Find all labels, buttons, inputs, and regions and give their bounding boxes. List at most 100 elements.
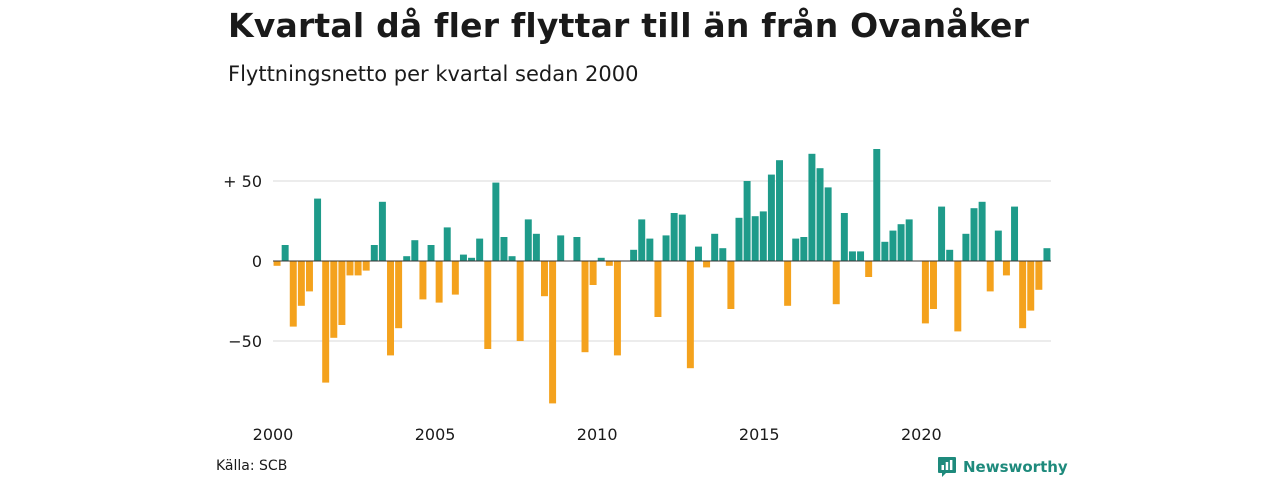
bar	[921, 261, 929, 324]
bar	[1043, 248, 1051, 261]
bar	[1035, 261, 1043, 290]
brand-logo[interactable]: Newsworthy	[937, 456, 1068, 478]
x-tick-label: 2000	[253, 425, 294, 444]
bar	[468, 257, 476, 261]
bar	[354, 261, 362, 276]
bar	[986, 261, 994, 292]
bar	[435, 261, 443, 303]
bar	[630, 249, 638, 261]
bar	[946, 249, 954, 261]
newsworthy-icon	[938, 457, 956, 477]
bar	[800, 237, 808, 261]
bar	[362, 261, 370, 271]
bar	[395, 261, 403, 329]
bar	[694, 246, 702, 261]
bar	[573, 237, 581, 261]
x-tick-label: 2015	[739, 425, 780, 444]
y-tick-label: + 50	[223, 172, 262, 191]
chart-title: Kvartal då fler flyttar till än från Ova…	[228, 6, 1030, 45]
bar	[938, 206, 946, 261]
bar	[403, 256, 411, 261]
x-tick-label: 2010	[577, 425, 618, 444]
bar	[459, 254, 467, 261]
bar	[581, 261, 589, 353]
bar	[476, 238, 484, 261]
bar	[905, 219, 913, 261]
bar	[273, 261, 281, 266]
bar	[719, 248, 727, 261]
bar	[1011, 206, 1019, 261]
bar	[605, 261, 613, 266]
bar	[484, 261, 492, 349]
bar	[1002, 261, 1010, 276]
bar	[500, 237, 508, 261]
bar	[516, 261, 524, 341]
bar	[427, 245, 435, 261]
bar	[743, 181, 751, 261]
bar	[297, 261, 305, 306]
brand-name: Newsworthy	[963, 458, 1068, 476]
bar	[597, 257, 605, 261]
bar	[541, 261, 548, 297]
bar	[881, 241, 889, 261]
bar	[816, 168, 824, 261]
bar	[784, 261, 792, 306]
bar	[767, 174, 775, 261]
bar	[954, 261, 962, 332]
bar	[589, 261, 597, 285]
x-tick-label: 2020	[901, 425, 942, 444]
y-axis-ticks: + 50 0 −50	[223, 172, 262, 351]
bar	[654, 261, 662, 317]
bar	[848, 251, 856, 261]
bar	[508, 256, 516, 261]
bar	[322, 261, 330, 383]
bar	[808, 153, 816, 261]
bar	[532, 233, 540, 261]
bar	[378, 201, 386, 261]
bar	[678, 214, 686, 261]
bar	[289, 261, 297, 327]
bar	[978, 201, 986, 261]
bar	[824, 187, 832, 261]
x-axis-ticks: 2000 2005 2010 2015 2020	[253, 425, 942, 444]
bar	[314, 198, 322, 261]
bar	[492, 182, 500, 261]
chart-subtitle: Flyttningsnetto per kvartal sedan 2000	[228, 62, 639, 86]
bar	[646, 238, 654, 261]
bar	[451, 261, 459, 295]
bar	[1027, 261, 1035, 311]
bar	[338, 261, 346, 325]
bar	[613, 261, 621, 356]
bar	[711, 233, 719, 261]
bar	[703, 261, 711, 268]
bar	[346, 261, 354, 276]
bar	[305, 261, 313, 292]
bar	[370, 245, 378, 261]
bar	[832, 261, 840, 305]
bar	[281, 245, 289, 261]
bar	[549, 261, 557, 404]
bar	[524, 219, 532, 261]
bar	[873, 149, 881, 261]
bar	[751, 216, 759, 261]
bar	[557, 235, 565, 261]
bar	[387, 261, 394, 356]
y-tick-label: 0	[252, 252, 262, 271]
bar	[930, 261, 937, 309]
source-note: Källa: SCB	[216, 458, 288, 474]
x-tick-label: 2005	[415, 425, 456, 444]
bar	[776, 160, 783, 261]
bar	[759, 211, 767, 261]
bar	[857, 251, 865, 261]
bar	[889, 230, 897, 261]
bar	[419, 261, 427, 300]
bar	[1019, 261, 1027, 329]
grid-lines	[273, 180, 1051, 342]
bar	[443, 227, 451, 261]
bar	[638, 219, 646, 261]
bar	[865, 261, 873, 277]
bar	[994, 230, 1002, 261]
bar	[962, 233, 970, 261]
bar	[897, 224, 905, 261]
